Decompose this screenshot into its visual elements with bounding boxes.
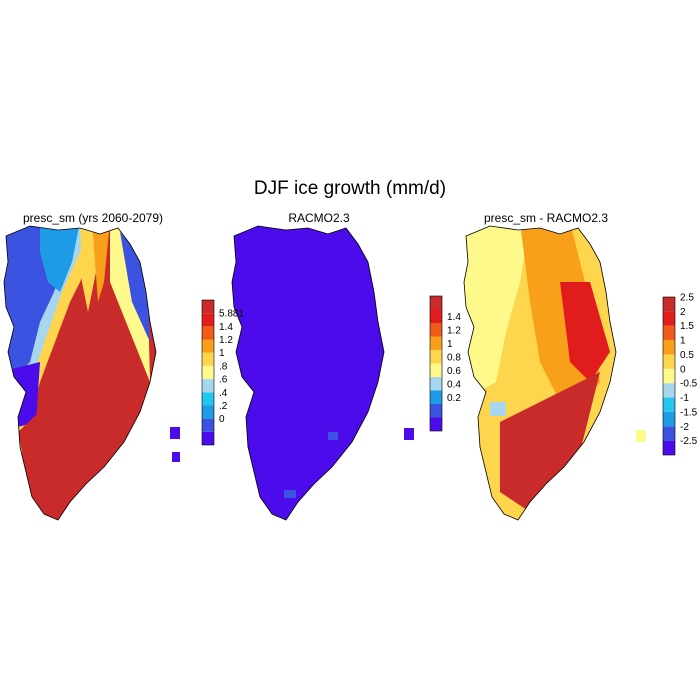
- colorbar-swatch: [430, 417, 442, 431]
- colorbar-swatch: [430, 336, 442, 350]
- colorbar-tick-label: 0: [680, 364, 686, 375]
- colorbar-swatch: [430, 390, 442, 404]
- colorbar-swatch: [663, 383, 675, 398]
- colorbar-tick-label: 0.4: [447, 379, 461, 390]
- colorbar-swatch: [430, 377, 442, 391]
- colorbar-swatch: [202, 326, 214, 340]
- colorbar-tick-label: 1: [447, 339, 453, 350]
- figure-title: DJF ice growth (mm/d): [253, 178, 447, 199]
- colorbar-swatch: [202, 339, 214, 353]
- colorbar-frame: [429, 295, 443, 432]
- colorbar-diff: -2.5 -2 -1.5 -1 -0.5 0 0.5 1 1.5 2 2.5: [662, 293, 698, 456]
- colorbar-swatch: [663, 311, 675, 326]
- colorbar-swatch: [663, 297, 675, 312]
- colorbar-tick-label: -2: [680, 422, 689, 433]
- colorbar-tick-label: 1: [680, 336, 686, 347]
- colorbar-frame: [662, 296, 676, 456]
- colorbar-swatch: [663, 397, 675, 412]
- colorbar-tick-label: -0.5: [680, 379, 698, 390]
- map-presc-field: [4, 226, 156, 520]
- map-diff: [463, 225, 646, 521]
- colorbar-tick-label: .6: [219, 375, 228, 386]
- colorbar-swatch: [202, 418, 214, 432]
- colorbar-swatch: [430, 323, 442, 337]
- colorbar-tick-label: -1.5: [680, 407, 698, 418]
- colorbar-tick-label: 1: [219, 348, 225, 359]
- map-racmo: [231, 225, 414, 521]
- colorbar-swatch: [202, 300, 214, 314]
- colorbar-presc: 0 .2 .4 .6 .8 1 1.2 1.4 5.881: [201, 299, 244, 446]
- colorbar-swatch: [202, 313, 214, 327]
- colorbar-tick-label: 0.6: [447, 366, 461, 377]
- colorbar-swatch: [663, 426, 675, 441]
- colorbar-swatch: [430, 309, 442, 323]
- colorbar-swatch: [430, 296, 442, 310]
- colorbar-tick-label: 1.4: [447, 312, 461, 323]
- colorbar-tick-label: 1.4: [219, 322, 233, 333]
- colorbar-frame: [201, 299, 215, 446]
- colorbar-tick-label: 0.8: [447, 352, 461, 363]
- colorbar-tick-label: 1.2: [219, 335, 233, 346]
- panel-title-diff: presc_sm - RACMO2.3: [483, 211, 609, 225]
- colorbar-swatch: [663, 440, 675, 455]
- map-diff-field: [464, 226, 616, 520]
- colorbar-swatch: [430, 363, 442, 377]
- colorbar-swatch: [430, 350, 442, 364]
- colorbar-tick-label: 2.5: [680, 293, 694, 304]
- colorbar-swatch: [202, 365, 214, 380]
- colorbar-tick-label: -1: [680, 393, 689, 404]
- colorbar-tick-label: 1.2: [447, 325, 461, 336]
- colorbar-swatch: [202, 431, 214, 445]
- colorbar-swatch: [663, 354, 675, 369]
- colorbar-tick-label: 1.5: [680, 321, 694, 332]
- colorbar-swatch: [663, 325, 675, 341]
- colorbar-swatch: [202, 392, 214, 406]
- colorbar-tick-label: 0.2: [447, 393, 461, 404]
- colorbar-swatch: [663, 411, 675, 427]
- colorbar-swatch: [202, 379, 214, 393]
- colorbar-swatch: [430, 404, 442, 418]
- map-presc: [3, 225, 180, 521]
- panel-title-racmo: RACMO2.3: [288, 211, 350, 225]
- panel-title-presc: presc_sm (yrs 2060-2079): [22, 211, 164, 225]
- colorbar-tick-label: .2: [219, 401, 228, 412]
- colorbar-tick-label: -2.5: [680, 436, 698, 447]
- colorbar-swatch: [663, 340, 675, 355]
- colorbar-tick-label: 5.881: [219, 309, 244, 320]
- colorbar-tick-label: .4: [219, 388, 228, 399]
- colorbar-swatch: [663, 368, 675, 384]
- colorbar-swatch: [202, 405, 214, 419]
- colorbar-tick-label: .8: [219, 361, 228, 372]
- colorbar-tick-label: 0.5: [680, 350, 694, 361]
- colorbar-swatch: [202, 352, 214, 366]
- colorbar-tick-label: 2: [680, 307, 686, 318]
- colorbar-tick-label: 0: [219, 414, 225, 425]
- map-racmo-field: [232, 226, 384, 520]
- colorbar-racmo: 0.2 0.4 0.6 0.8 1 1.2 1.4: [429, 295, 461, 432]
